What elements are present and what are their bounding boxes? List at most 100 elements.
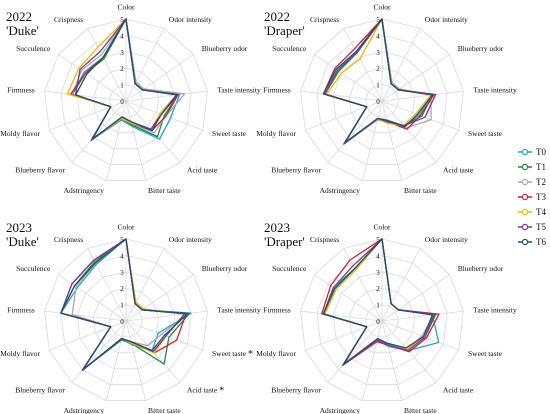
grid-ring [348, 67, 416, 134]
grid-spoke [125, 274, 194, 322]
grid-spoke [305, 100, 383, 131]
grid-spoke [327, 320, 383, 383]
legend-label: T4 [536, 207, 546, 217]
legend-marker [521, 223, 529, 231]
grid-ring [300, 18, 464, 182]
grid-ring [109, 304, 143, 338]
panel-subtitle: 'Draper' [264, 234, 305, 249]
tick-label: 4 [120, 32, 124, 40]
axis-label-succulence: Succulence [272, 264, 307, 273]
radar-grid [300, 18, 464, 182]
legend-item-t4: T4 [518, 207, 546, 217]
axis-label-bitter-taste: Bitter taste [148, 186, 181, 195]
significance-marker: * [219, 385, 224, 396]
grid-spoke [125, 100, 146, 181]
axis-label-bitter-taste: Bitter taste [404, 406, 437, 414]
grid-spoke [125, 90, 208, 102]
tick-label: 0 [120, 318, 124, 326]
radar-grid [44, 238, 208, 402]
axis-label-acid-taste: Acid taste [443, 165, 474, 174]
tick-label: 5 [120, 236, 124, 244]
grid-spoke [343, 28, 383, 102]
grid-spoke [305, 320, 383, 351]
axis-label-odor-intensity: Odor intensity [169, 235, 212, 244]
grid-spoke [106, 320, 127, 401]
grid-spoke [381, 100, 402, 181]
grid-spoke [71, 320, 127, 383]
axis-label-blueberry-odor: Blueberry odor [458, 264, 504, 273]
tick-label: 2 [376, 285, 380, 293]
grid-spoke [314, 274, 383, 322]
grid-spoke [71, 100, 127, 163]
grid-spoke [125, 320, 146, 401]
axis-label-moldy-flavor: Moldy flavor [0, 349, 40, 358]
legend: T0 T1 T2 T3 T4 T5 T6 [518, 147, 546, 247]
grid-spoke [327, 100, 383, 163]
axis-label-moldy-flavor: Moldy flavor [256, 129, 296, 138]
tick-label: 1 [376, 302, 380, 310]
tick-label: 1 [120, 82, 124, 90]
axis-label-blueberry-odor: Blueberry odor [202, 264, 248, 273]
grid-ring [316, 254, 448, 386]
tick-label: 5 [120, 16, 124, 24]
axis-label-firmness: Firmness [263, 85, 291, 94]
panel-2022-duke: 2022 'Duke' 0 1 2 3 4 5 Color Odor intensity Blu… [0, 3, 261, 195]
tick-label: 2 [120, 285, 124, 293]
legend-item-t0: T0 [518, 147, 546, 157]
tick-label: 1 [376, 82, 380, 90]
series-line-t6 [74, 18, 178, 140]
tick-label: 3 [376, 269, 380, 277]
grid-spoke [125, 54, 194, 102]
axis-label-sweet-taste: Sweet taste [468, 349, 503, 358]
grid-spoke [381, 320, 402, 401]
tick-label: 3 [376, 49, 380, 57]
grid-ring [44, 238, 208, 402]
tick-label: 0 [376, 318, 380, 326]
legend-item-t5: T5 [518, 222, 546, 232]
grid-spoke [125, 310, 208, 322]
radar-plot: 0 1 2 3 4 5 Color Odor intensity Blueberry odor T… [0, 223, 261, 414]
axis-label-color: Color [117, 223, 135, 232]
axis-label-odor-intensity: Odor intensity [425, 235, 468, 244]
axis-label-acid-taste: Acid taste [187, 165, 218, 174]
tick-label: 5 [376, 236, 380, 244]
axis-label-succulence: Succulence [272, 44, 307, 53]
axis-label-color: Color [373, 223, 391, 232]
axis-label-blueberry-flavor: Blueberry flavor [271, 385, 321, 394]
tick-label: 2 [376, 65, 380, 73]
grid-spoke [381, 28, 421, 102]
radar-plot: 0 1 2 3 4 5 Color Odor intensity Blueberry odor T… [0, 3, 261, 195]
legend-item-t6: T6 [518, 237, 546, 247]
radar-series [60, 238, 192, 371]
grid-ring [44, 18, 208, 182]
grid-spoke [49, 100, 127, 131]
axis-label-acid-taste: Acid taste [443, 385, 474, 394]
grid-spoke [381, 320, 459, 351]
axis-label-acid-taste: Acid taste * [187, 385, 224, 396]
series-line-t6 [60, 238, 189, 371]
axis-label-odor-intensity: Odor intensity [169, 15, 212, 24]
grid-spoke [44, 310, 127, 322]
grid-ring [76, 271, 176, 370]
radar-plot: 0 1 2 3 4 5 Color Odor intensity Blueberry odor T… [256, 223, 517, 414]
axis-label-taste-intensity: Taste intensity [217, 305, 261, 314]
axis-label-sweet-taste: Sweet taste [212, 129, 247, 138]
axis-label-bitter-taste: Bitter taste [404, 186, 437, 195]
axis-label-succulence: Succulence [16, 264, 51, 273]
legend-marker [521, 193, 529, 201]
legend-item-t3: T3 [518, 192, 546, 202]
axis-label-bitter-taste: Bitter taste [148, 406, 181, 414]
legend-label: T2 [536, 177, 546, 187]
axis-label-adstringency: Adstringency [320, 406, 361, 414]
grid-ring [76, 51, 176, 150]
legend-item-t1: T1 [518, 162, 546, 172]
legend-label: T3 [536, 192, 546, 202]
grid-spoke [58, 274, 127, 322]
legend-label: T1 [536, 162, 546, 172]
panel-title: 2022 [264, 9, 290, 24]
axis-label-color: Color [373, 3, 391, 12]
panel-subtitle: 'Draper' [264, 23, 305, 38]
axis-label-adstringency: Adstringency [64, 186, 105, 195]
grid-ring [365, 84, 399, 118]
